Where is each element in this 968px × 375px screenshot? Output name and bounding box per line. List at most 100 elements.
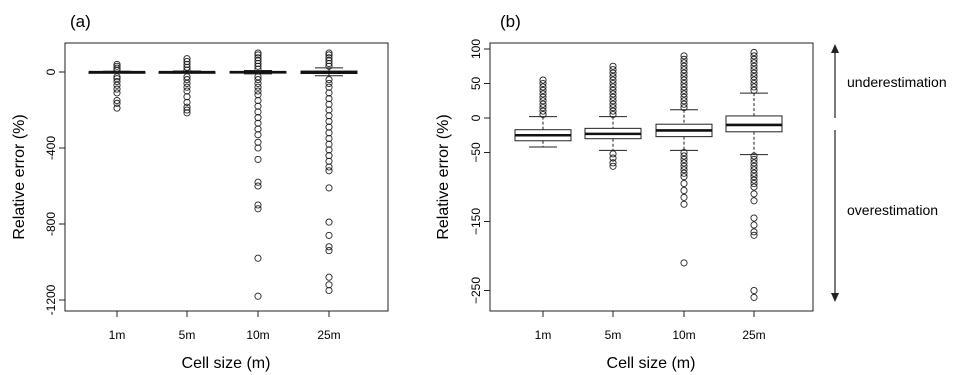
panel-a-y-axis: 0 -400 -800 -1200 [44,68,65,315]
down-arrowhead-icon [831,293,839,302]
up-arrowhead-icon [831,44,839,53]
panel-a-plot-frame [64,42,389,312]
outlier-point [680,159,688,167]
outlier-point [750,197,758,205]
outlier-point [113,75,121,83]
outlier-point [750,190,758,198]
outlier-point [325,146,333,154]
outlier-point [325,62,333,70]
panel-b-y-title: Relative error (%) [435,114,452,239]
outlier-point [325,76,333,84]
outlier-point [113,60,121,68]
outlier-point [609,73,617,81]
outlier-point [325,157,333,165]
panel-a-x-title: Cell size (m) [182,355,271,372]
outlier-point [680,104,688,112]
outlier-point [325,51,333,59]
outlier-point [750,169,758,177]
outlier-point [680,193,688,201]
outlier-point [750,286,758,295]
y-tick-label: -1200 [44,284,58,315]
outlier-point [539,86,547,94]
outlier-point [254,65,262,73]
outlier-point [254,144,262,152]
outlier-point [254,83,262,91]
x-tick-label: 1m [109,328,126,342]
y-tick-label: −50 [469,142,483,163]
box-25m [300,49,358,295]
outlier-point [609,104,617,112]
underestimation-label: underestimation [847,74,947,90]
outlier-point [325,95,333,103]
outlier-point [254,102,262,110]
outlier-point [680,69,688,77]
outlier-point [680,86,688,94]
outlier-point [254,131,262,139]
outlier-point [609,62,617,70]
outlier-point [750,166,758,174]
outlier-point [609,159,617,167]
x-tick-label: 10m [246,328,269,342]
outlier-point [183,66,191,74]
y-tick-label: -400 [44,136,58,160]
outlier-point [325,106,333,114]
outlier-point [750,66,758,74]
box-5m [158,55,216,117]
outlier-point [325,123,333,131]
outlier-point [539,93,547,101]
panel-a-boxes [88,49,358,300]
y-tick-label: 100 [469,39,483,59]
box-1m [88,60,146,112]
panel-a: (a) 0 -400 -800 -1200 1m 5m 10m 25m Cell size … [11,12,389,372]
x-tick-label: 10m [672,328,695,342]
outlier-point [680,100,688,108]
y-tick-label: 0 [44,68,58,75]
panel-b-x-title: Cell size (m) [607,355,696,372]
outlier-point [325,243,333,251]
error-direction-indicator: underestimation overestimation [831,44,947,302]
outlier-point [539,111,547,119]
outlier-point [113,96,121,105]
outlier-point [750,83,758,91]
box-25m [725,48,783,301]
outlier-point [254,51,262,59]
outlier-point [609,111,617,119]
y-tick-label: 50 [469,77,483,91]
y-tick-label: -800 [44,212,58,236]
outlier-point [750,55,758,63]
outlier-point [113,73,121,81]
outlier-point [113,64,121,72]
outlier-point [539,107,547,115]
outlier-point [113,66,121,74]
outlier-point [183,76,191,84]
outlier-point [680,166,688,174]
outlier-point [325,54,333,62]
outlier-point [750,173,758,181]
outlier-point [609,162,617,170]
x-tick-label: 25m [742,328,765,342]
outlier-point [680,152,688,160]
outlier-point [539,100,547,108]
panel-b-label: (b) [500,12,521,31]
outlier-point [183,73,191,81]
outlier-point [254,178,262,186]
y-tick-label: −150 [469,208,483,235]
outlier-point [254,73,262,81]
outlier-point [183,98,191,106]
outlier-point [254,108,262,116]
outlier-point [183,58,191,66]
outlier-point [750,76,758,84]
outlier-point [325,152,333,160]
outlier-point [750,59,758,67]
outlier-point [750,152,758,160]
outlier-point [183,87,191,95]
outlier-point [539,76,547,84]
outlier-point [750,52,758,60]
x-tick-label: 1m [535,328,552,342]
panel-a-label: (a) [70,12,91,31]
outlier-point [113,85,121,93]
outlier-point [539,79,547,88]
panel-b-boxes [514,48,783,301]
outlier-point [680,162,688,170]
outlier-point [750,48,758,57]
